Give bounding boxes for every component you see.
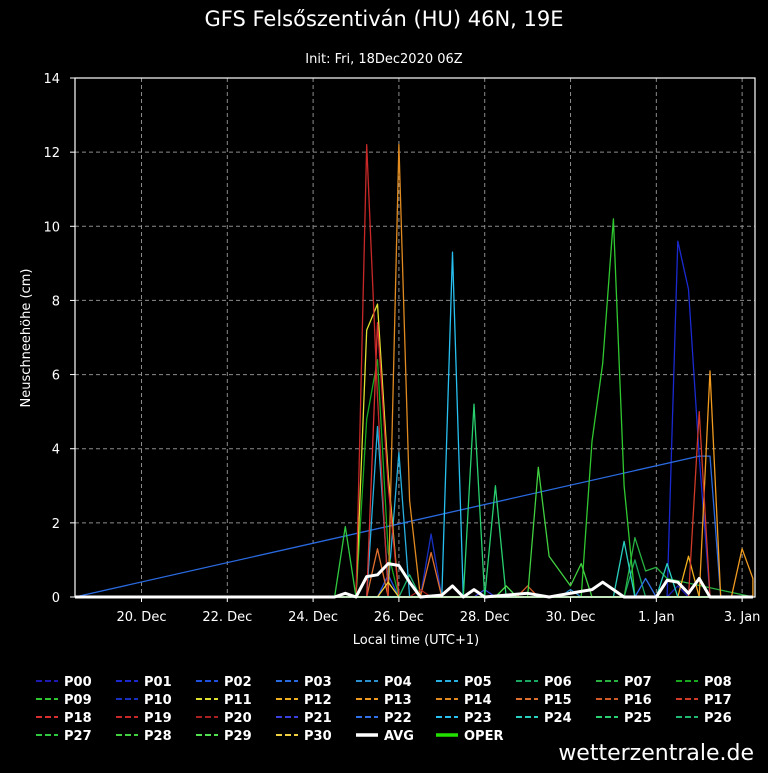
y-tick-label: 14: [43, 72, 60, 87]
legend-label-p28: P28: [144, 729, 172, 744]
legend-label-oper: OPER: [464, 729, 503, 744]
legend-label-p20: P20: [224, 711, 252, 726]
legend-label-p08: P08: [704, 675, 732, 690]
legend-label-p26: P26: [704, 711, 732, 726]
legend-label-p29: P29: [224, 729, 252, 744]
legend-label-p07: P07: [624, 675, 652, 690]
legend-label-p10: P10: [144, 693, 172, 708]
y-tick-label: 10: [43, 220, 60, 235]
legend-label-p17: P17: [704, 693, 732, 708]
legend-label-p18: P18: [64, 711, 92, 726]
series-line-avg: [75, 562, 753, 599]
legend-label-p01: P01: [144, 675, 172, 690]
legend-label-p22: P22: [384, 711, 412, 726]
y-axis: 0 2 4 6 8 10 12 14: [43, 72, 75, 606]
y-tick-label: 0: [52, 591, 60, 606]
legend-label-p24: P24: [544, 711, 572, 726]
legend-label-p04: P04: [384, 675, 412, 690]
legend-label-p03: P03: [304, 675, 332, 690]
x-tick-label: 22. Dec: [202, 610, 252, 625]
legend-label-p11: P11: [224, 693, 252, 708]
legend-label-p13: P13: [384, 693, 412, 708]
plot-frame: [74, 77, 756, 598]
legend-label-p30: P30: [304, 729, 332, 744]
legend-label-p09: P09: [64, 693, 92, 708]
x-tick-label: 24. Dec: [288, 610, 338, 625]
x-axis-label: Local time (UTC+1): [353, 633, 479, 648]
legend: P00 P01 P02 P03 P04 P05 P06 P07 P08 P09 P10 P11 P12 P…: [36, 675, 732, 744]
y-tick-label: 12: [43, 146, 60, 161]
y-tick-label: 8: [52, 294, 60, 309]
legend-label-avg: AVG: [384, 729, 414, 744]
legend-label-p23: P23: [464, 711, 492, 726]
y-tick-label: 2: [52, 517, 60, 532]
y-axis-label: Neuschneehöhe (cm): [19, 269, 34, 408]
legend-label-p27: P27: [64, 729, 92, 744]
legend-label-p25: P25: [624, 711, 652, 726]
legend-label-p19: P19: [144, 711, 172, 726]
legend-label-p00: P00: [64, 675, 92, 690]
brand-watermark: wetterzentrale.de: [558, 741, 754, 766]
x-axis: 20. Dec 22. Dec 24. Dec 26. Dec 28. Dec 30. D…: [117, 597, 761, 625]
legend-label-p21: P21: [304, 711, 332, 726]
legend-label-p05: P05: [464, 675, 492, 690]
y-tick-label: 4: [52, 443, 60, 458]
x-tick-label: 1. Jan: [638, 610, 675, 625]
chart-title: GFS Felsőszentiván (HU) 46N, 19E: [205, 7, 564, 31]
chart-subtitle: Init: Fri, 18Dec2020 06Z: [305, 52, 463, 67]
x-tick-label: 28. Dec: [460, 610, 510, 625]
legend-label-p16: P16: [624, 693, 652, 708]
x-tick-label: 20. Dec: [117, 610, 167, 625]
legend-label-p15: P15: [544, 693, 572, 708]
y-tick-label: 6: [52, 369, 60, 384]
legend-label-p12: P12: [304, 693, 332, 708]
legend-label-p02: P02: [224, 675, 252, 690]
legend-label-p14: P14: [464, 693, 492, 708]
series-line-p28: [75, 466, 753, 598]
x-tick-label: 3. Jan: [724, 610, 761, 625]
legend-label-p06: P06: [544, 675, 572, 690]
x-tick-label: 30. Dec: [546, 610, 596, 625]
x-tick-label: 26. Dec: [374, 610, 424, 625]
